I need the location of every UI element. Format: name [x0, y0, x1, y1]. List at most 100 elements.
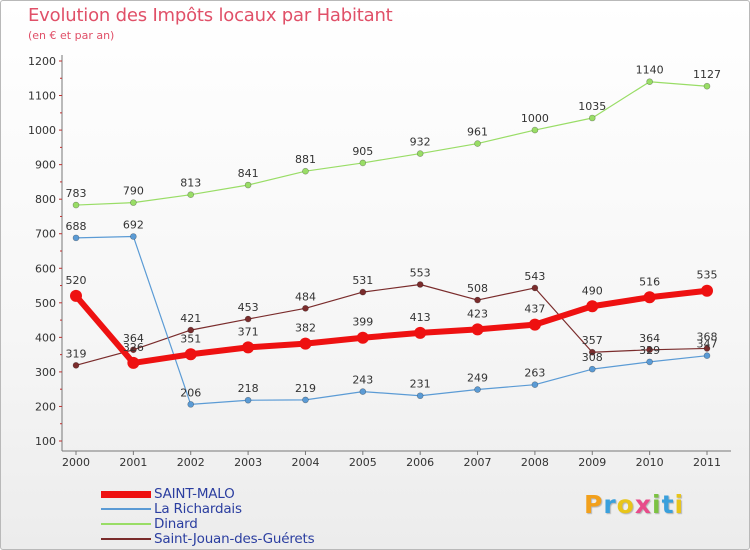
- data-point: [72, 201, 80, 209]
- data-point: [474, 386, 481, 393]
- data-label: 841: [238, 167, 259, 180]
- x-tick-label: 2003: [234, 456, 262, 469]
- data-point: [703, 345, 711, 352]
- data-label: 520: [66, 274, 87, 287]
- data-label: 905: [352, 145, 373, 158]
- data-label: 790: [123, 185, 144, 198]
- data-label: 219: [295, 382, 316, 395]
- data-point: [646, 346, 653, 354]
- data-label: 308: [582, 351, 603, 364]
- data-label: 437: [524, 303, 545, 316]
- data-label: 421: [180, 312, 201, 325]
- data-point: [528, 318, 541, 331]
- data-point: [703, 82, 711, 90]
- data-label: 319: [66, 347, 87, 360]
- data-label: 423: [467, 307, 488, 320]
- data-label: 364: [123, 332, 144, 345]
- legend-label: Dinard: [154, 516, 198, 532]
- x-tick-label: 2007: [464, 456, 492, 469]
- proxiti-logo: Proxiti: [584, 490, 684, 519]
- data-point: [471, 323, 484, 336]
- data-point: [130, 346, 137, 354]
- data-point: [130, 233, 137, 240]
- data-label: 364: [639, 332, 660, 345]
- data-point: [531, 381, 539, 388]
- data-point: [588, 348, 596, 356]
- data-point: [531, 126, 539, 134]
- chart-legend: SAINT-MALO La Richardais Dinard Saint-Jouan…: [101, 486, 361, 547]
- data-label: 508: [467, 282, 488, 295]
- data-label: 484: [295, 290, 316, 303]
- data-label: 783: [66, 187, 87, 200]
- logo-letter: P: [584, 490, 604, 519]
- x-tick-label: 2010: [636, 456, 664, 469]
- data-point: [359, 159, 367, 167]
- data-point: [359, 388, 367, 395]
- data-label: 543: [524, 270, 545, 283]
- data-label: 531: [352, 274, 373, 287]
- data-label: 688: [66, 220, 87, 233]
- data-point: [643, 291, 656, 304]
- logo-letter: x: [634, 490, 652, 519]
- data-point: [703, 352, 711, 359]
- data-label: 351: [180, 332, 201, 345]
- x-tick-label: 2002: [177, 456, 205, 469]
- data-point: [244, 396, 252, 404]
- data-point: [72, 234, 80, 242]
- legend-item: Dinard: [101, 516, 361, 532]
- data-label: 881: [295, 153, 316, 166]
- series-line-3: [75, 283, 708, 366]
- data-point: [416, 150, 424, 157]
- data-point: [187, 191, 195, 198]
- data-label: 399: [352, 316, 373, 329]
- legend-item: Saint-Jouan-des-Guérets: [101, 531, 361, 547]
- logo-letter: t: [661, 490, 675, 519]
- data-point: [130, 199, 137, 206]
- y-tick-label: 900: [35, 159, 56, 172]
- legend-swatch: [101, 490, 151, 498]
- data-point: [588, 365, 596, 373]
- legend-swatch: [101, 508, 151, 510]
- x-tick-label: 2011: [693, 456, 721, 469]
- data-point: [187, 401, 195, 408]
- data-point: [127, 356, 140, 369]
- data-label: 249: [467, 372, 488, 385]
- x-tick-label: 2008: [521, 456, 549, 469]
- data-label: 453: [238, 301, 259, 314]
- logo-letter: r: [603, 490, 617, 519]
- x-tick-label: 2004: [291, 456, 319, 469]
- y-tick-label: 100: [35, 435, 56, 448]
- data-label: 413: [410, 311, 431, 324]
- data-point: [302, 305, 309, 312]
- y-tick-label: 300: [35, 366, 56, 379]
- data-point: [414, 326, 427, 339]
- legend-label: Saint-Jouan-des-Guérets: [154, 531, 315, 547]
- y-tick-label: 1100: [28, 90, 56, 103]
- x-tick-label: 2009: [578, 456, 606, 469]
- data-label: 535: [697, 269, 718, 282]
- x-tick-label: 2005: [349, 456, 377, 469]
- data-label: 961: [467, 126, 488, 139]
- y-tick-label: 1000: [28, 124, 56, 137]
- y-tick-label: 1200: [28, 55, 56, 68]
- data-point: [701, 284, 713, 297]
- data-point: [72, 362, 80, 369]
- data-label: 490: [582, 284, 603, 297]
- data-label: 329: [639, 344, 660, 357]
- data-point: [416, 392, 424, 400]
- data-point: [416, 281, 424, 288]
- data-point: [299, 337, 312, 350]
- chart-subtitle: (en € et par an): [28, 29, 115, 42]
- data-point: [187, 326, 195, 334]
- y-tick-label: 200: [35, 400, 56, 413]
- data-label: 218: [238, 382, 259, 395]
- logo-letter: i: [674, 490, 685, 519]
- data-label: 813: [180, 177, 201, 190]
- x-tick-label: 2006: [406, 456, 434, 469]
- data-label: 932: [410, 136, 431, 149]
- legend-swatch: [101, 523, 151, 525]
- legend-swatch: [101, 538, 151, 540]
- y-tick-label: 800: [35, 193, 56, 206]
